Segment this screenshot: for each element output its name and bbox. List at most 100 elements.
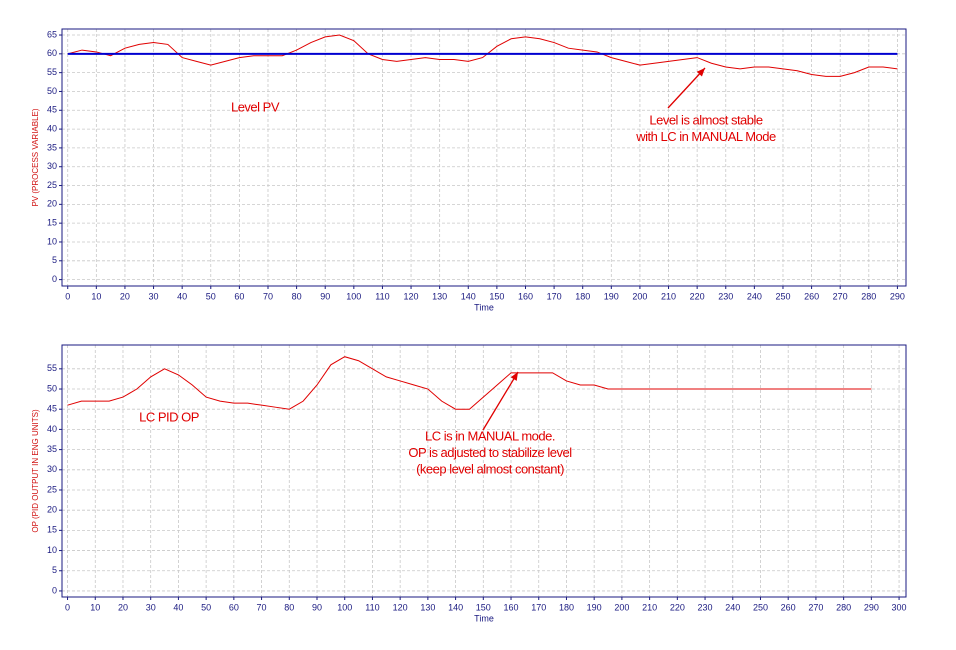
x-tick-label: 220: [690, 291, 705, 301]
annotation: Level is almost stable: [649, 112, 763, 127]
y-tick-label: 25: [47, 180, 57, 190]
y-tick-label: 40: [47, 123, 57, 133]
y-tick-label: 65: [47, 29, 57, 39]
x-tick-label: 260: [781, 602, 796, 612]
x-tick-label: 60: [234, 291, 244, 301]
x-tick-label: 250: [753, 602, 768, 612]
y-tick-label: 20: [47, 199, 57, 209]
y-tick-label: 15: [47, 525, 57, 535]
y-tick-label: 5: [52, 565, 57, 575]
x-tick-label: 150: [476, 602, 491, 612]
x-tick-label: 40: [173, 602, 183, 612]
y-tick-label: 30: [47, 161, 57, 171]
y-tick-label: 55: [47, 363, 57, 373]
x-tick-label: 270: [833, 291, 848, 301]
x-tick-label: 290: [890, 291, 905, 301]
x-tick-label: 60: [229, 602, 239, 612]
x-tick-label: 200: [632, 291, 647, 301]
x-tick-label: 170: [531, 602, 546, 612]
arrow-head: [510, 372, 518, 381]
annotation: (keep level almost constant): [416, 461, 564, 476]
y-tick-label: 45: [47, 404, 57, 414]
x-tick-label: 180: [559, 602, 574, 612]
x-tick-label: 290: [864, 602, 879, 612]
x-tick-label: 80: [284, 602, 294, 612]
y-tick-label: 0: [52, 585, 57, 595]
annotation: OP is adjusted to stabilize level: [408, 445, 572, 460]
y-tick-label: 0: [52, 274, 57, 284]
y-tick-label: 40: [47, 424, 57, 434]
y-axis-label: PV (PROCESS VARIABLE): [31, 108, 40, 206]
x-tick-label: 210: [642, 602, 657, 612]
x-tick-label: 240: [725, 602, 740, 612]
x-tick-label: 20: [120, 291, 130, 301]
y-tick-label: 45: [47, 105, 57, 115]
x-tick-label: 230: [718, 291, 733, 301]
y-tick-label: 35: [47, 444, 57, 454]
data-line: [67, 34, 898, 77]
x-tick-label: 40: [177, 291, 187, 301]
x-tick-label: 50: [201, 602, 211, 612]
x-tick-label: 0: [65, 291, 70, 301]
annotation: Level PV: [231, 99, 280, 114]
x-tick-label: 190: [604, 291, 619, 301]
x-tick-label: 120: [393, 602, 408, 612]
plot-frame: [61, 344, 907, 598]
arrow-head: [696, 68, 705, 77]
plot-frame: [61, 28, 907, 287]
x-tick-label: 10: [91, 291, 101, 301]
x-tick-label: 150: [489, 291, 504, 301]
annotation-arrow: [482, 371, 519, 431]
y-tick-label: 30: [47, 464, 57, 474]
x-tick-label: 50: [206, 291, 216, 301]
x-tick-label: 80: [292, 291, 302, 301]
x-tick-label: 100: [337, 602, 352, 612]
x-tick-label: 130: [420, 602, 435, 612]
y-tick-label: 15: [47, 218, 57, 228]
x-tick-label: 30: [146, 602, 156, 612]
data-line: [67, 356, 872, 410]
x-tick-label: 10: [90, 602, 100, 612]
x-tick-label: 70: [263, 291, 273, 301]
y-tick-label: 20: [47, 505, 57, 515]
x-tick-label: 120: [404, 291, 419, 301]
x-tick-label: 100: [346, 291, 361, 301]
x-tick-label: 110: [365, 602, 379, 612]
annotation: with LC in MANUAL Mode: [635, 129, 776, 144]
x-tick-label: 170: [547, 291, 562, 301]
y-tick-label: 35: [47, 142, 57, 152]
y-tick-label: 60: [47, 48, 57, 58]
x-tick-label: 220: [670, 602, 685, 612]
x-tick-label: 230: [698, 602, 713, 612]
annotation-arrow: [667, 67, 706, 109]
y-tick-label: 25: [47, 484, 57, 494]
x-tick-label: 160: [504, 602, 519, 612]
x-tick-label: 240: [747, 291, 762, 301]
y-tick-label: 10: [47, 236, 57, 246]
x-tick-label: 110: [375, 291, 389, 301]
x-tick-label: 180: [575, 291, 590, 301]
annotation: LC is in MANUAL mode.: [425, 428, 555, 443]
x-tick-label: 250: [775, 291, 790, 301]
x-tick-label: 90: [320, 291, 330, 301]
x-tick-label: 140: [461, 291, 476, 301]
x-tick-label: 280: [861, 291, 876, 301]
y-axis-label: OP (PID OUTPUT IN ENG UNITS): [31, 409, 40, 533]
x-tick-label: 270: [808, 602, 823, 612]
x-tick-label: 200: [614, 602, 629, 612]
x-axis-label: Time: [474, 613, 494, 623]
x-axis-label: Time: [474, 302, 494, 312]
y-tick-label: 50: [47, 383, 57, 393]
x-tick-label: 20: [118, 602, 128, 612]
y-tick-label: 55: [47, 67, 57, 77]
x-tick-label: 30: [149, 291, 159, 301]
y-tick-label: 50: [47, 86, 57, 96]
x-tick-label: 140: [448, 602, 463, 612]
y-tick-label: 5: [52, 255, 57, 265]
annotation: LC PID OP: [139, 409, 199, 424]
x-tick-label: 0: [65, 602, 70, 612]
x-tick-label: 130: [432, 291, 447, 301]
x-tick-label: 280: [836, 602, 851, 612]
x-tick-label: 300: [892, 602, 907, 612]
